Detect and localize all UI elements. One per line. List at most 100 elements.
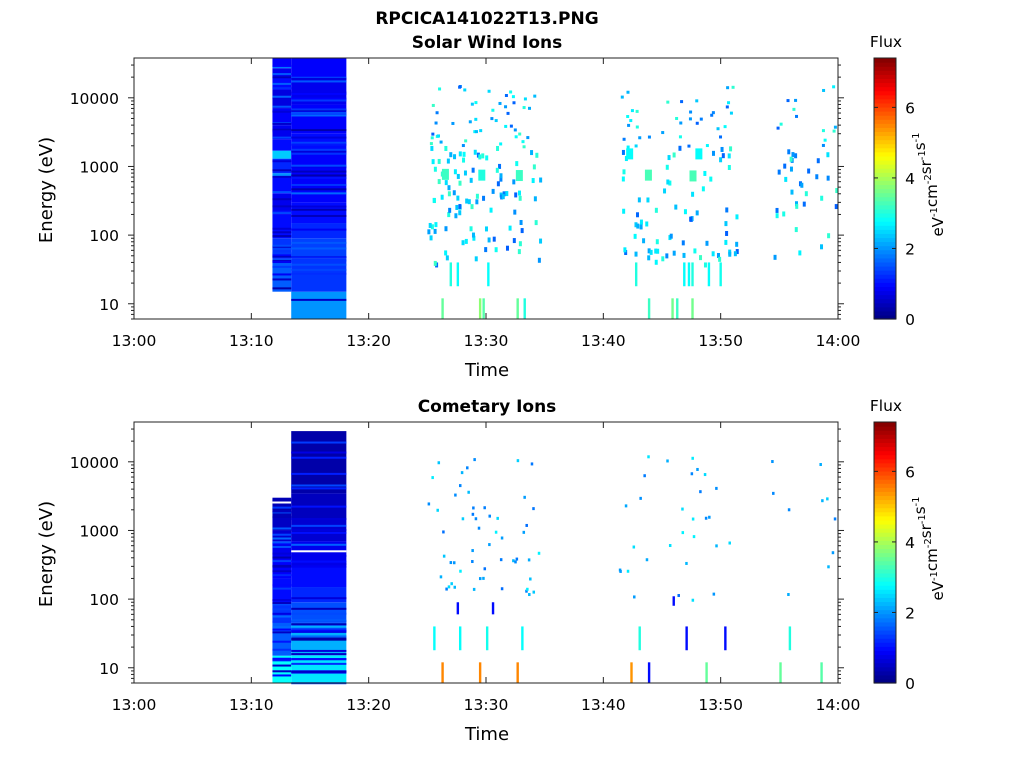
colorbar-title: Flux — [870, 397, 902, 415]
flux-stripe — [272, 278, 292, 281]
colorbar-step — [874, 58, 896, 63]
flux-pixel — [527, 558, 531, 562]
colorbar-step — [874, 111, 896, 116]
flux-pixel — [525, 523, 528, 527]
flux-stripe — [272, 545, 292, 548]
flux-pixel — [500, 587, 504, 591]
flux-pixel — [499, 142, 503, 146]
flux-pixel — [822, 88, 826, 92]
colorbar-step — [874, 135, 896, 141]
colorbar-step — [874, 519, 896, 525]
flux-stripe — [291, 560, 347, 563]
x-tick-label: 13:20 — [346, 696, 391, 714]
flux-stripe — [291, 136, 347, 139]
flux-pixel — [515, 161, 519, 167]
flux-line — [456, 262, 460, 287]
flux-pixel — [645, 221, 649, 227]
flux-block-cell — [291, 602, 347, 623]
flux-stripe — [272, 87, 292, 90]
flux-pixel — [635, 125, 639, 129]
x-tick-label: 14:00 — [816, 332, 861, 350]
colorbar-step — [874, 568, 896, 574]
flux-pixel — [472, 235, 476, 241]
flux-stripe — [291, 256, 347, 259]
flux-stripe — [272, 584, 292, 587]
flux-stripe — [272, 252, 292, 255]
flux-pixel — [771, 460, 774, 464]
flux-pixel — [491, 108, 495, 112]
flux-pixel — [723, 125, 727, 129]
flux-pixel — [449, 561, 453, 565]
y-tick-label: 10000 — [70, 90, 119, 108]
flux-stripe — [272, 82, 292, 85]
colorbar-step — [874, 172, 896, 177]
flux-stripe — [272, 198, 292, 201]
flux-pixel — [675, 116, 679, 120]
flux-pixel — [447, 212, 451, 218]
flux-stripe — [272, 191, 292, 194]
flux-pixel — [474, 130, 478, 134]
flux-stripe — [291, 272, 347, 275]
flux-pixel — [452, 190, 456, 196]
flux-stripe — [272, 628, 292, 631]
flux-stripe — [272, 273, 292, 276]
colorbar-step — [874, 78, 896, 84]
x-tick-label: 13:30 — [464, 332, 509, 350]
colorbar-step — [874, 576, 896, 582]
flux-pixel — [530, 462, 534, 466]
flux-pixel — [471, 512, 475, 516]
colorbar-step — [874, 310, 896, 316]
flux-pixel — [492, 236, 496, 242]
flux-stripe — [272, 626, 292, 629]
flux-pixel — [500, 536, 504, 540]
flux-pixel — [514, 192, 518, 198]
flux-stripe — [272, 506, 292, 509]
flux-stripe — [291, 298, 347, 301]
flux-pixel — [499, 176, 503, 182]
flux-stripe — [291, 129, 347, 132]
flux-highlight — [644, 169, 652, 181]
colorbar-unit-label: eV-1cm-2sr-1s-1 — [911, 496, 947, 600]
flux-stripe — [291, 612, 347, 615]
flux-line — [478, 662, 482, 683]
flux-pixel — [705, 144, 709, 148]
flux-pixel — [661, 256, 665, 262]
flux-pixel — [795, 203, 799, 209]
flux-line — [521, 626, 524, 651]
colorbar-step — [874, 221, 896, 226]
flux-stripe — [291, 141, 347, 144]
flux-pixel — [505, 191, 509, 197]
flux-line — [687, 262, 691, 287]
flux-pixel — [522, 530, 526, 534]
flux-stripe — [291, 259, 347, 262]
flux-pixel — [794, 98, 798, 102]
flux-pixel — [775, 213, 779, 219]
flux-pixel — [783, 163, 787, 169]
flux-stripe — [291, 620, 347, 623]
flux-stripe — [272, 537, 292, 540]
flux-stripe — [272, 556, 292, 559]
flux-pixel — [532, 507, 535, 511]
colorbar-step — [874, 241, 896, 247]
colorbar-step — [874, 233, 896, 239]
flux-pixel — [471, 549, 474, 553]
colorbar-step — [874, 650, 896, 656]
flux-pixel — [525, 589, 528, 593]
flux-pixel — [695, 99, 699, 103]
flux-pixel — [484, 226, 488, 232]
flux-stripe — [272, 608, 292, 611]
flux-pixel — [731, 85, 735, 89]
flux-pixel — [537, 257, 541, 263]
flux-stripe — [291, 99, 347, 102]
flux-pixel — [826, 497, 829, 501]
flux-block-cell — [291, 58, 347, 78]
flux-pixel — [820, 244, 824, 250]
flux-stripe — [272, 574, 292, 577]
flux-block-cell — [272, 602, 292, 623]
colorbar-step — [874, 270, 896, 275]
flux-pixel — [454, 493, 457, 497]
cometary-panel: Cometary Ions 13:00 13:10 13:20 13:30 13:40 1… — [36, 397, 947, 745]
colorbar-step — [874, 123, 896, 128]
flux-pixel — [517, 190, 521, 196]
flux-block-cell — [272, 622, 292, 656]
